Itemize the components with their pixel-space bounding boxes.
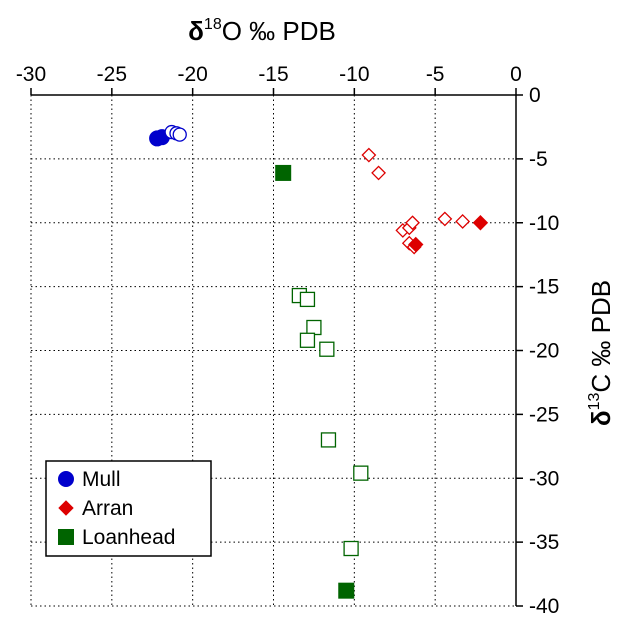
y-axis-title: δ13C ‰ PDB	[586, 280, 616, 426]
y-tick-label: -5	[529, 148, 548, 171]
data-points	[149, 124, 489, 599]
x-tick-label: -5	[426, 63, 445, 86]
y-tick-label: -30	[529, 467, 559, 490]
legend-label-mull: Mull	[82, 468, 121, 491]
series-loanhead	[275, 164, 369, 599]
series-mull	[149, 124, 187, 147]
x-tick-label: -10	[339, 63, 369, 86]
mull-point	[172, 127, 187, 142]
loanhead-point	[299, 332, 316, 348]
arran-point	[455, 214, 471, 229]
loanhead-point	[299, 291, 316, 308]
x-tick-label: -15	[258, 63, 288, 86]
loanhead-point	[343, 540, 359, 557]
loanhead-point	[306, 319, 322, 336]
y-tick-label: -20	[529, 340, 559, 363]
y-tick-label: -25	[529, 403, 559, 426]
arran-point	[361, 147, 377, 163]
y-tick-label: -10	[529, 212, 559, 235]
arran-point	[371, 165, 387, 181]
y-tick-label: -40	[529, 595, 559, 618]
x-axis-title: δ18O ‰ PDB	[188, 16, 336, 46]
arran-point	[408, 236, 424, 253]
y-tick-label: -35	[529, 531, 559, 554]
arran-point	[472, 215, 489, 231]
x-tick-label: 0	[510, 63, 522, 86]
arran-point	[405, 215, 420, 231]
legend-label-loanhead: Loanhead	[82, 526, 175, 549]
legend-marker-mull	[58, 471, 74, 487]
legend-marker-loanhead	[58, 529, 74, 545]
x-tick-label: -25	[97, 63, 127, 86]
y-tick-label: 0	[529, 84, 541, 107]
loanhead-point	[319, 341, 335, 357]
arran-point	[437, 211, 453, 227]
x-tick-label: -30	[16, 63, 46, 86]
loanhead-point	[275, 164, 292, 181]
y-tick-label: -15	[529, 276, 559, 299]
series-arran	[361, 147, 489, 255]
axes: -30 -25 -20 -15 -10 -5 00 -5 -10 -15 -20 -25 -30 -35 -…	[16, 63, 560, 618]
legend: Mull Arran Loanhead	[45, 460, 212, 557]
legend-label-arran: Arran	[82, 497, 133, 520]
loanhead-point	[353, 465, 369, 481]
x-tick-label: -20	[177, 63, 207, 86]
legend-marker-arran	[58, 500, 74, 516]
loanhead-point	[338, 582, 355, 599]
loanhead-point	[320, 432, 337, 448]
